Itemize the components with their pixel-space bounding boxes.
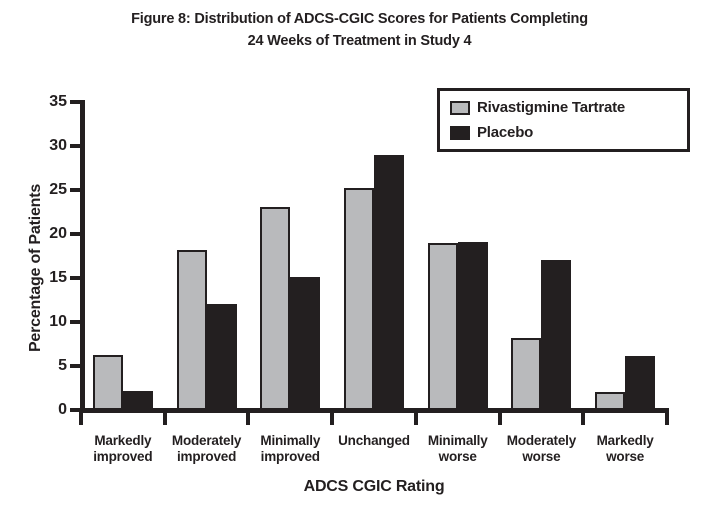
y-axis-tick-30 xyxy=(70,144,81,148)
x-axis-tick-1 xyxy=(162,408,167,425)
category-label-line2: improved xyxy=(176,449,237,464)
category-label-markedly-improved: Markedly improved xyxy=(77,433,169,465)
bar-placebo-moderately-improved xyxy=(206,304,237,410)
bar-rivastigmine-tartrate-moderately-improved xyxy=(176,249,207,410)
category-label-line1: Minimally xyxy=(260,433,321,448)
y-axis-tick-label-30: 30 xyxy=(49,137,67,154)
legend: Rivastigmine Tartrate Placebo xyxy=(437,88,690,152)
figure-title: Figure 8: Distribution of ADCS-CGIC Scor… xyxy=(0,8,719,52)
x-axis-tick-2 xyxy=(246,408,251,425)
category-label-line2: improved xyxy=(260,449,320,464)
x-axis-tick-0 xyxy=(79,408,83,425)
y-axis-tick-10 xyxy=(70,320,81,324)
legend-label-placebo: Placebo xyxy=(477,124,534,141)
category-label-markedly-worse: Markedly worse xyxy=(579,433,671,465)
bar-rivastigmine-tartrate-moderately-worse xyxy=(511,337,542,410)
x-axis-tick-4 xyxy=(413,408,418,425)
bar-placebo-minimally-worse xyxy=(457,241,488,410)
y-axis-tick-label-0: 0 xyxy=(58,401,67,418)
category-label-minimally-worse: Minimally worse xyxy=(412,433,504,465)
y-axis-tick-20 xyxy=(70,232,81,236)
category-label-unchanged: Unchanged xyxy=(328,433,420,449)
x-axis-tick-6 xyxy=(581,408,586,425)
legend-item-rivastigmine: Rivastigmine Tartrate xyxy=(450,99,687,116)
y-axis-line xyxy=(80,100,85,413)
x-axis-tick-7 xyxy=(664,408,669,425)
y-axis-tick-label-25: 25 xyxy=(49,181,67,198)
x-axis-tick-3 xyxy=(330,408,335,425)
category-label-minimally-improved: Minimally improved xyxy=(244,433,336,465)
category-label-line1: Moderately xyxy=(506,433,577,448)
bar-rivastigmine-tartrate-unchanged xyxy=(343,188,374,410)
legend-swatch-rivastigmine-icon xyxy=(450,100,470,115)
y-axis-tick-25 xyxy=(70,188,81,192)
figure-title-line1: Figure 8: Distribution of ADCS-CGIC Scor… xyxy=(131,11,588,27)
bar-placebo-unchanged xyxy=(373,154,404,410)
x-axis-title: ADCS CGIC Rating xyxy=(303,478,445,495)
bar-rivastigmine-tartrate-minimally-improved xyxy=(260,206,291,410)
legend-label-rivastigmine: Rivastigmine Tartrate xyxy=(477,99,626,116)
category-label-line2: worse xyxy=(438,449,477,464)
bar-placebo-minimally-improved xyxy=(290,277,321,410)
y-axis-tick-label-20: 20 xyxy=(49,225,67,242)
y-axis-tick-label-10: 10 xyxy=(49,313,67,330)
bar-placebo-moderately-worse xyxy=(541,260,572,410)
y-axis-tick-label-15: 15 xyxy=(49,269,67,286)
legend-swatch-placebo-icon xyxy=(450,125,470,140)
y-axis-tick-label-35: 35 xyxy=(49,93,67,110)
bar-placebo-markedly-worse xyxy=(625,356,656,410)
category-label-line1: Moderately xyxy=(171,433,242,448)
y-axis-tick-label-5: 5 xyxy=(58,357,67,374)
category-label-moderately-improved: Moderately improved xyxy=(161,433,253,465)
y-axis-tick-5 xyxy=(70,364,81,368)
bar-rivastigmine-tartrate-minimally-worse xyxy=(427,242,458,410)
y-axis-tick-15 xyxy=(70,276,81,280)
category-label-line2: worse xyxy=(522,449,561,464)
category-label-line2: worse xyxy=(606,449,645,464)
legend-item-placebo: Placebo xyxy=(450,124,687,141)
x-axis-tick-5 xyxy=(497,408,502,425)
category-label-line1: Minimally xyxy=(427,433,488,448)
category-label-line2: improved xyxy=(93,449,153,464)
y-axis-tick-35 xyxy=(70,100,81,104)
bar-rivastigmine-tartrate-markedly-improved xyxy=(92,354,123,410)
category-label-line1: Markedly xyxy=(596,433,654,448)
y-axis-tick-0 xyxy=(70,408,81,412)
x-axis-line xyxy=(80,408,668,413)
category-label-moderately-worse: Moderately worse xyxy=(495,433,587,465)
category-label-line1: Unchanged xyxy=(338,433,410,448)
category-label-line1: Markedly xyxy=(94,433,152,448)
figure-title-line2: 24 Weeks of Treatment in Study 4 xyxy=(247,33,472,49)
